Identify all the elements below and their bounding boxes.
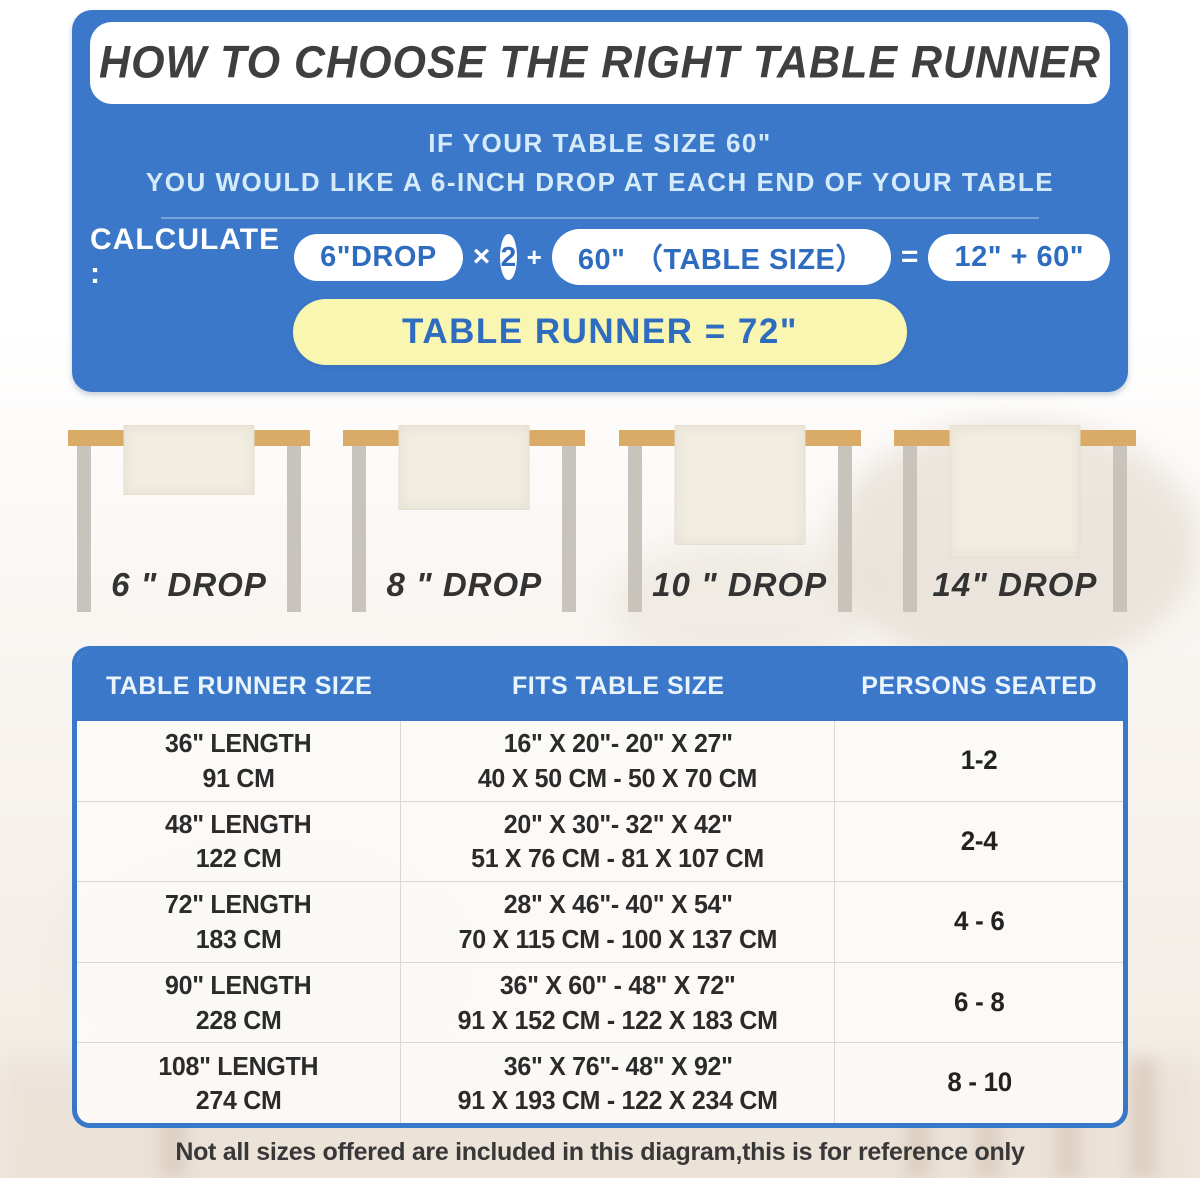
runner-size-cell: 48" LENGTH 122 CM — [77, 801, 402, 882]
runner-size-cell: 90" LENGTH 228 CM — [77, 962, 402, 1043]
drop-label: 14" DROP — [932, 566, 1098, 603]
table-runner-illustration — [949, 425, 1081, 558]
drop-label: 6 " DROP — [111, 566, 267, 603]
fits-cm: 40 X 50 CM - 50 X 70 CM — [478, 762, 758, 793]
length-inches: 90" LENGTH — [165, 970, 312, 1001]
drop-figure-14: 14" DROP — [893, 420, 1136, 648]
fits-size-cell: 20" X 30"- 32" X 42" 51 X 76 CM - 81 X 1… — [401, 801, 836, 882]
runner-size-cell: 36" LENGTH 91 CM — [77, 721, 402, 801]
table-size-pill: 60" （TABLE SIZE） — [551, 229, 891, 285]
drop-figure-10: 10 " DROP — [618, 420, 861, 648]
length-inches: 36" LENGTH — [165, 728, 312, 759]
table-leg — [902, 446, 917, 612]
length-cm: 228 CM — [195, 1004, 282, 1035]
header-banner: HOW TO CHOOSE THE RIGHT TABLE RUNNER IF … — [72, 10, 1128, 392]
fits-inches: 36" X 60" - 48" X 72" — [500, 970, 736, 1001]
length-inches: 108" LENGTH — [158, 1050, 319, 1081]
persons-seated: 1-2 — [960, 744, 998, 775]
table-row: 36" LENGTH 91 CM 16" X 20"- 20" X 27" 40… — [77, 721, 1123, 801]
table-row: 90" LENGTH 228 CM 36" X 60" - 48" X 72" … — [77, 961, 1123, 1043]
length-cm: 183 CM — [195, 923, 282, 954]
drop-examples-row: 6 " DROP 8 " DROP 10 " DROP 14" DROP — [68, 420, 1136, 648]
persons-cell: 2-4 — [835, 802, 1123, 882]
length-inches: 48" LENGTH — [165, 808, 312, 839]
result-text: TABLE RUNNER = 72" — [402, 312, 798, 351]
drop-label: 10 " DROP — [652, 566, 828, 603]
result-pill: TABLE RUNNER = 72" — [293, 299, 907, 365]
length-cm: 122 CM — [195, 843, 282, 874]
reference-disclaimer: Not all sizes offered are included in th… — [175, 1138, 1025, 1166]
header-persons-seated: PERSONS SEATED — [861, 671, 1098, 700]
calculation-row: CALCULATE : 6"DROP × 2 + 60" （TABLE SIZE… — [90, 223, 1110, 290]
table-header-row: TABLE RUNNER SIZE FITS TABLE SIZE PERSON… — [77, 651, 1123, 721]
fits-size-cell: 28" X 46"- 40" X 54" 70 X 115 CM - 100 X… — [401, 882, 836, 962]
table-row: 108" LENGTH 274 CM 36" X 76"- 48" X 92" … — [77, 1042, 1123, 1123]
calculate-label: CALCULATE : — [90, 223, 281, 290]
background-chair-spindle — [1130, 1058, 1156, 1178]
fits-inches: 16" X 20"- 20" X 27" — [503, 728, 733, 759]
table-leg — [352, 446, 367, 612]
table-leg — [837, 446, 852, 612]
fits-cm: 91 X 193 CM - 122 X 234 CM — [457, 1085, 778, 1116]
page-title: HOW TO CHOOSE THE RIGHT TABLE RUNNER — [99, 37, 1101, 88]
persons-cell: 8 - 10 — [835, 1043, 1123, 1123]
persons-cell: 1-2 — [835, 721, 1123, 801]
fits-inches: 36" X 76"- 48" X 92" — [503, 1050, 733, 1081]
persons-seated: 2-4 — [960, 825, 998, 856]
equals-operator: = — [900, 240, 919, 273]
persons-seated: 6 - 8 — [953, 986, 1005, 1017]
fits-cm: 91 X 152 CM - 122 X 183 CM — [457, 1004, 778, 1035]
drop-value-pill: 6"DROP — [294, 233, 463, 281]
drop-label: 8 " DROP — [386, 566, 543, 603]
table-row: 72" LENGTH 183 CM 28" X 46"- 40" X 54" 7… — [77, 881, 1123, 962]
subtitle-line-1: IF YOUR TABLE SIZE 60" — [428, 128, 772, 158]
multiplier-badge: 2 — [500, 234, 517, 280]
fits-cm: 70 X 115 CM - 100 X 137 CM — [458, 923, 778, 954]
persons-seated: 4 - 6 — [953, 906, 1005, 937]
fits-inches: 20" X 30"- 32" X 42" — [503, 808, 733, 839]
persons-seated: 8 - 10 — [946, 1067, 1012, 1098]
size-chart-table: TABLE RUNNER SIZE FITS TABLE SIZE PERSON… — [72, 646, 1128, 1128]
table-leg — [627, 446, 642, 612]
length-cm: 91 CM — [202, 762, 275, 793]
table-runner-illustration — [674, 425, 806, 545]
header-fits-table-size: FITS TABLE SIZE — [511, 671, 725, 700]
table-leg — [77, 446, 91, 612]
persons-cell: 4 - 6 — [835, 882, 1123, 962]
table-leg — [1112, 446, 1127, 612]
subtitle-line-2: YOU WOULD LIKE A 6-INCH DROP AT EACH END… — [145, 167, 1055, 197]
sum-pill: 12" + 60" — [928, 233, 1110, 281]
table-runner-illustration — [123, 425, 255, 495]
plus-operator: + — [526, 241, 542, 272]
header-runner-size: TABLE RUNNER SIZE — [105, 671, 373, 700]
table-runner-illustration — [398, 425, 530, 510]
fits-inches: 28" X 46"- 40" X 54" — [503, 889, 733, 920]
drop-figure-6: 6 " DROP — [68, 420, 310, 648]
runner-size-cell: 108" LENGTH 274 CM — [77, 1043, 402, 1123]
banner-divider — [161, 217, 1039, 219]
persons-cell: 6 - 8 — [835, 963, 1123, 1043]
table-body: 36" LENGTH 91 CM 16" X 20"- 20" X 27" 40… — [77, 721, 1123, 1123]
table-leg — [287, 446, 301, 612]
fits-cm: 51 X 76 CM - 81 X 107 CM — [471, 843, 765, 874]
table-leg — [562, 446, 577, 612]
times-operator: × — [472, 240, 491, 273]
drop-figure-8: 8 " DROP — [343, 420, 586, 648]
fits-size-cell: 36" X 60" - 48" X 72" 91 X 152 CM - 122 … — [401, 962, 836, 1043]
runner-size-cell: 72" LENGTH 183 CM — [77, 882, 402, 962]
title-box: HOW TO CHOOSE THE RIGHT TABLE RUNNER — [90, 22, 1110, 104]
length-cm: 274 CM — [195, 1085, 282, 1116]
fits-size-cell: 36" X 76"- 48" X 92" 91 X 193 CM - 122 X… — [401, 1043, 836, 1123]
length-inches: 72" LENGTH — [165, 889, 312, 920]
table-row: 48" LENGTH 122 CM 20" X 30"- 32" X 42" 5… — [77, 800, 1123, 882]
fits-size-cell: 16" X 20"- 20" X 27" 40 X 50 CM - 50 X 7… — [401, 721, 836, 801]
